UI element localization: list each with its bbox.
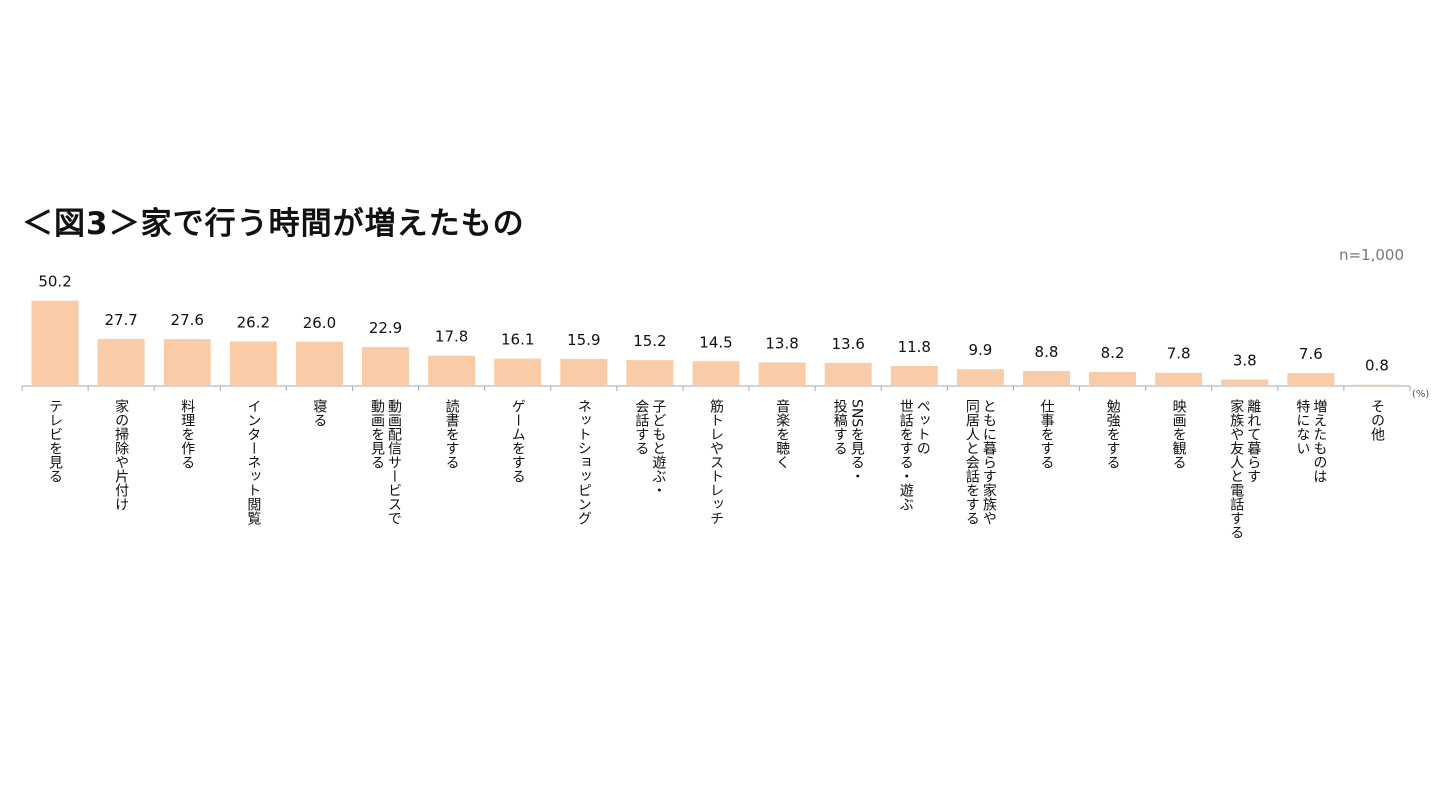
category-label: 読書をする: [444, 398, 460, 469]
value-label: 14.5: [699, 333, 732, 351]
category-label: SNSを見る・: [849, 399, 865, 483]
value-label: 8.2: [1101, 344, 1125, 362]
sample-size-label: n=1,000: [1338, 246, 1404, 264]
value-label: 26.0: [303, 314, 336, 332]
category-label: テレビを見る: [47, 399, 63, 483]
bar: [1287, 373, 1335, 386]
category-label: その他: [1369, 399, 1385, 442]
category-label: 世話をする・遊ぶ: [898, 399, 914, 511]
bar: [163, 339, 211, 386]
bar: [1353, 384, 1401, 386]
category-label: 動画配信サービスで: [386, 399, 402, 525]
bar: [1221, 379, 1269, 386]
value-label: 17.8: [435, 328, 468, 346]
category-label: 寝る: [311, 398, 327, 427]
category-label: 筋トレやストレッチ: [708, 398, 724, 525]
value-label: 11.8: [898, 338, 931, 356]
bar: [362, 347, 410, 386]
value-label: 27.7: [104, 311, 137, 329]
category-label: 投稿する: [832, 399, 848, 455]
bar: [295, 341, 343, 386]
bar: [229, 341, 277, 386]
category-label: インターネット閲覧: [245, 399, 261, 526]
value-label: 22.9: [369, 319, 402, 337]
category-label: 勉強をする: [1105, 399, 1121, 469]
value-label: 0.8: [1365, 357, 1389, 375]
bar: [758, 362, 806, 386]
bar: [890, 365, 938, 386]
bar: [1022, 371, 1070, 386]
bar: [1155, 372, 1203, 386]
category-label: 仕事をする: [1038, 399, 1054, 469]
category-label: ペットの: [915, 399, 931, 455]
category-label: ともに暮らす家族や: [981, 399, 997, 525]
bar: [692, 361, 740, 386]
bar: [31, 300, 79, 386]
bar: [626, 360, 674, 386]
value-label: 15.2: [633, 332, 666, 350]
category-label: 映画を観る: [1171, 399, 1187, 469]
value-label: 7.8: [1167, 345, 1191, 363]
bar: [560, 358, 608, 386]
value-label: 13.8: [765, 335, 798, 353]
category-label: 動画を見る: [369, 399, 385, 469]
category-label: 特にない: [1294, 399, 1310, 455]
category-label: 離れて暮らす: [1245, 398, 1261, 483]
category-label: ゲームをする: [510, 399, 526, 483]
category-label: 家族や友人と電話する: [1228, 398, 1244, 539]
chart-title: ＜図3＞家で行う時間が増えたもの: [22, 206, 525, 242]
category-label: 会話する: [633, 399, 649, 455]
value-label: 7.6: [1299, 345, 1323, 363]
value-label: 13.6: [831, 335, 864, 353]
category-label: 料理を作る: [179, 399, 195, 469]
value-label: 15.9: [567, 331, 600, 349]
value-label: 8.8: [1035, 343, 1059, 361]
bar: [1089, 372, 1137, 386]
category-label: 音楽を聴く: [774, 398, 790, 469]
value-label: 3.8: [1233, 352, 1257, 370]
category-label: 増えたものは: [1311, 399, 1327, 483]
bar: [494, 358, 542, 386]
unit-label: (%): [1412, 389, 1429, 400]
bar: [956, 369, 1004, 386]
category-label: 子どもと遊ぶ・: [650, 399, 666, 497]
value-label: 26.2: [237, 313, 270, 331]
value-label: 16.1: [501, 331, 534, 349]
bar: [97, 338, 145, 386]
category-label: ネットショッピング: [576, 399, 592, 525]
value-label: 50.2: [38, 273, 71, 291]
value-label: 27.6: [171, 311, 204, 329]
bar: [428, 355, 476, 386]
bar: [824, 362, 872, 386]
category-label: 同居人と会話をする: [964, 399, 980, 525]
value-label: 9.9: [968, 341, 992, 359]
category-label: 家の掃除や片付け: [113, 398, 129, 511]
